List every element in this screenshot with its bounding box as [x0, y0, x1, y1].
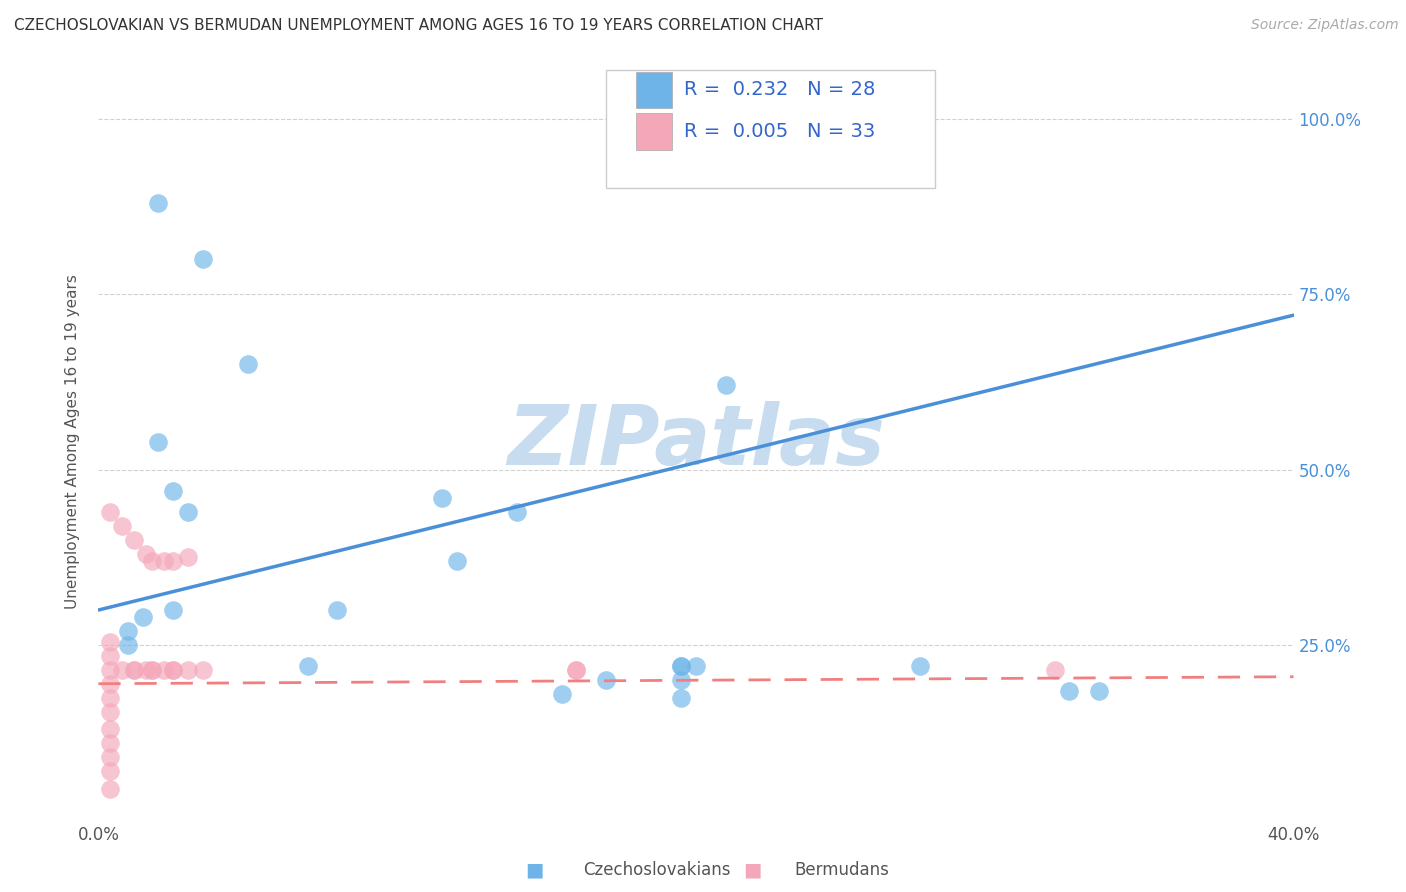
Point	[141, 663, 163, 677]
Point	[98, 505, 122, 519]
Point	[446, 554, 468, 568]
Text: Czechoslovakians: Czechoslovakians	[583, 861, 731, 879]
Text: ZIPatlas: ZIPatlas	[508, 401, 884, 482]
Point	[117, 638, 139, 652]
Text: CZECHOSLOVAKIAN VS BERMUDAN UNEMPLOYMENT AMONG AGES 16 TO 19 YEARS CORRELATION C: CZECHOSLOVAKIAN VS BERMUDAN UNEMPLOYMENT…	[14, 18, 823, 33]
Text: Source: ZipAtlas.com: Source: ZipAtlas.com	[1251, 18, 1399, 32]
Point	[1088, 683, 1111, 698]
Point	[191, 663, 214, 677]
Point	[177, 663, 200, 677]
Point	[141, 663, 163, 677]
Point	[714, 378, 737, 392]
Point	[132, 610, 155, 624]
Point	[135, 663, 157, 677]
Point	[98, 690, 122, 705]
Text: ■: ■	[524, 860, 544, 880]
Point	[135, 547, 157, 561]
Point	[111, 518, 134, 533]
Point	[98, 723, 122, 737]
Text: ■: ■	[742, 860, 762, 880]
Point	[685, 659, 707, 673]
Point	[98, 677, 122, 691]
Point	[669, 659, 692, 673]
Point	[162, 554, 184, 568]
FancyBboxPatch shape	[637, 71, 672, 108]
Point	[148, 195, 170, 210]
Point	[565, 663, 588, 677]
Point	[124, 663, 146, 677]
Point	[98, 764, 122, 779]
Point	[124, 533, 146, 547]
Point	[153, 554, 176, 568]
Point	[124, 663, 146, 677]
FancyBboxPatch shape	[637, 113, 672, 150]
Point	[141, 554, 163, 568]
Point	[98, 705, 122, 719]
Point	[1059, 683, 1081, 698]
Point	[1043, 663, 1066, 677]
Point	[565, 663, 588, 677]
FancyBboxPatch shape	[606, 70, 935, 187]
Point	[98, 663, 122, 677]
Point	[550, 687, 572, 701]
Point	[506, 505, 529, 519]
Point	[669, 690, 692, 705]
Point	[177, 505, 200, 519]
Point	[730, 104, 752, 119]
Point	[111, 663, 134, 677]
Point	[153, 663, 176, 677]
Point	[98, 634, 122, 648]
Text: Bermudans: Bermudans	[794, 861, 889, 879]
Point	[191, 252, 214, 266]
Point	[162, 663, 184, 677]
Point	[162, 603, 184, 617]
Point	[98, 750, 122, 764]
Point	[177, 550, 200, 565]
Text: R =  0.005   N = 33: R = 0.005 N = 33	[685, 122, 876, 141]
Point	[162, 483, 184, 498]
Point	[669, 659, 692, 673]
Point	[669, 673, 692, 688]
Point	[98, 782, 122, 797]
Point	[236, 357, 259, 371]
Point	[98, 736, 122, 750]
Point	[297, 659, 319, 673]
Point	[98, 648, 122, 663]
Point	[908, 104, 931, 119]
Point	[162, 663, 184, 677]
Point	[117, 624, 139, 639]
Point	[148, 434, 170, 449]
Text: R =  0.232   N = 28: R = 0.232 N = 28	[685, 80, 876, 99]
Y-axis label: Unemployment Among Ages 16 to 19 years: Unemployment Among Ages 16 to 19 years	[65, 274, 80, 609]
Point	[595, 673, 617, 688]
Point	[326, 603, 349, 617]
Point	[430, 491, 453, 505]
Point	[908, 659, 931, 673]
